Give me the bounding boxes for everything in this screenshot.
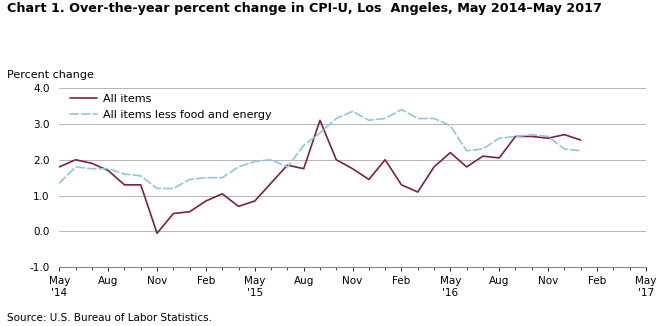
All items less food and energy — [88, 167, 96, 171]
All items — [430, 165, 438, 169]
All items less food and energy — [349, 110, 357, 113]
All items less food and energy — [479, 147, 487, 151]
All items less food and energy — [381, 117, 389, 121]
All items less food and energy — [251, 160, 259, 164]
Legend: All items, All items less food and energy: All items, All items less food and energ… — [65, 90, 276, 124]
All items — [137, 183, 145, 187]
All items less food and energy — [218, 176, 226, 180]
All items less food and energy — [463, 149, 471, 153]
All items less food and energy — [72, 165, 80, 169]
All items — [121, 183, 129, 187]
All items — [251, 199, 259, 203]
All items — [300, 167, 308, 171]
All items — [479, 154, 487, 158]
All items — [365, 177, 373, 181]
All items less food and energy — [316, 131, 324, 135]
Text: Chart 1. Over-the-year percent change in CPI-U, Los  Angeles, May 2014–May 2017: Chart 1. Over-the-year percent change in… — [7, 2, 602, 15]
All items less food and energy — [332, 117, 340, 121]
All items less food and energy — [528, 133, 536, 137]
All items less food and energy — [283, 165, 291, 169]
All items less food and energy — [186, 177, 194, 181]
All items less food and energy — [267, 158, 275, 162]
All items — [349, 167, 357, 171]
All items — [283, 163, 291, 167]
All items less food and energy — [202, 176, 210, 180]
All items — [496, 156, 503, 160]
All items — [186, 210, 194, 214]
All items less food and energy — [235, 165, 243, 169]
All items — [316, 118, 324, 122]
All items — [55, 165, 63, 169]
All items less food and energy — [153, 186, 161, 190]
All items — [218, 192, 226, 196]
All items — [397, 183, 405, 187]
All items — [88, 161, 96, 165]
All items less food and energy — [169, 186, 177, 190]
All items — [528, 134, 536, 138]
All items — [577, 138, 585, 142]
All items less food and energy — [121, 172, 129, 176]
All items less food and energy — [577, 149, 585, 153]
Text: Source: U.S. Bureau of Labor Statistics.: Source: U.S. Bureau of Labor Statistics. — [7, 313, 212, 323]
All items — [72, 158, 80, 162]
All items less food and energy — [544, 134, 552, 138]
All items — [414, 190, 422, 194]
Text: Percent change: Percent change — [7, 70, 94, 80]
All items less food and energy — [397, 108, 405, 111]
Line: All items: All items — [59, 120, 581, 233]
All items less food and energy — [511, 134, 519, 138]
All items — [332, 158, 340, 162]
All items — [446, 151, 454, 155]
All items less food and energy — [137, 174, 145, 178]
All items — [235, 204, 243, 208]
All items — [463, 165, 471, 169]
All items — [511, 134, 519, 138]
All items less food and energy — [365, 118, 373, 122]
All items — [560, 133, 568, 137]
All items less food and energy — [430, 117, 438, 121]
All items less food and energy — [414, 117, 422, 121]
All items — [202, 199, 210, 203]
All items — [267, 181, 275, 185]
All items less food and energy — [496, 136, 503, 140]
All items less food and energy — [446, 124, 454, 127]
All items — [169, 212, 177, 215]
All items less food and energy — [55, 181, 63, 185]
All items — [104, 169, 112, 172]
Line: All items less food and energy: All items less food and energy — [59, 110, 581, 188]
All items less food and energy — [560, 147, 568, 151]
All items — [544, 136, 552, 140]
All items less food and energy — [104, 167, 112, 171]
All items — [381, 158, 389, 162]
All items — [153, 231, 161, 235]
All items less food and energy — [300, 143, 308, 147]
